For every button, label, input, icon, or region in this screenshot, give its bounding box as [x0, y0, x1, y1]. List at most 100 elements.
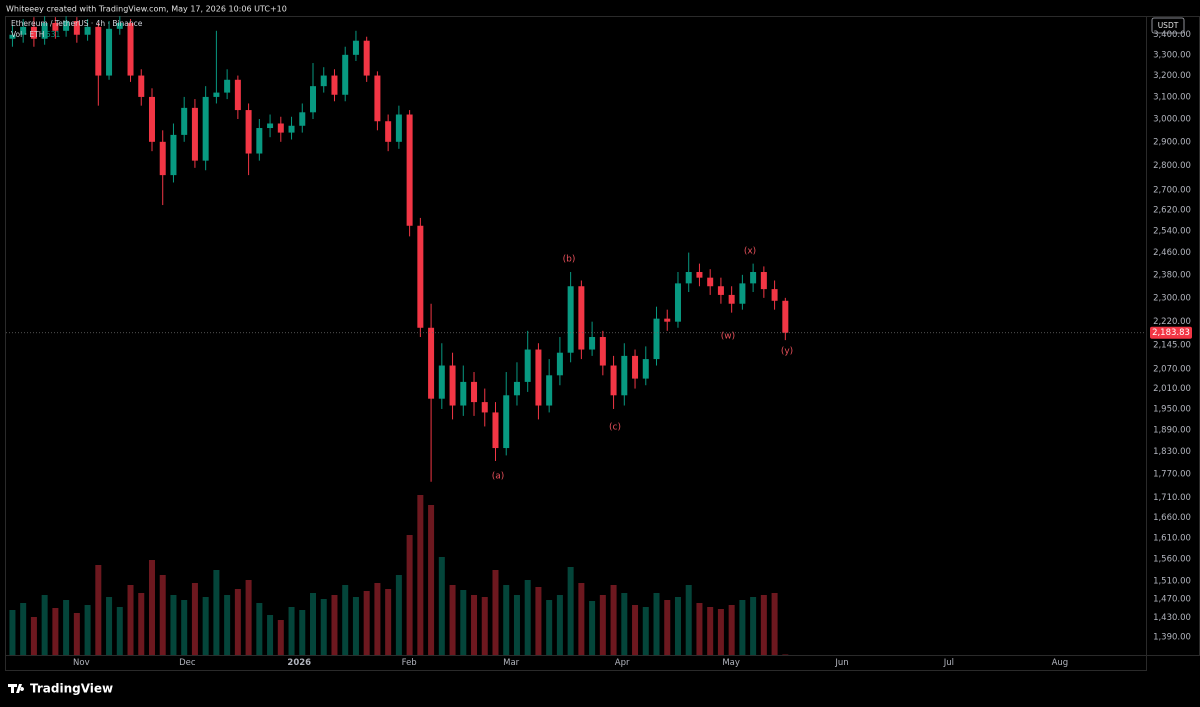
y-tick-label: 2,900.00 [1153, 137, 1191, 147]
volume-bar [696, 603, 703, 655]
y-tick-label: 1,430.00 [1153, 613, 1191, 623]
volume-bar [256, 603, 263, 655]
candle-body [492, 412, 499, 449]
candle-body [170, 134, 177, 176]
y-tick-label: 2,620.00 [1153, 206, 1191, 216]
candle-body [95, 26, 102, 76]
volume-bar [299, 610, 306, 655]
volume-bar [95, 565, 102, 655]
x-tick-label: Dec [179, 658, 196, 668]
candle-body [621, 355, 628, 396]
candle-body [417, 225, 424, 328]
volume-bar [342, 585, 349, 655]
volume-bar [460, 590, 467, 655]
volume-bar [707, 607, 714, 655]
x-tick-label: Mar [503, 658, 520, 668]
candle-body [524, 349, 531, 382]
candle-body [428, 327, 435, 399]
volume-bar [127, 585, 134, 655]
volume-bar [556, 595, 563, 655]
volume-bar [685, 585, 692, 655]
y-tick-label: 1,950.00 [1153, 404, 1191, 414]
volume-bar [438, 557, 445, 655]
y-tick-label: 2,540.00 [1153, 227, 1191, 237]
volume-bar [374, 583, 381, 655]
candle-body [707, 277, 714, 287]
y-tick-label: 3,000.00 [1153, 114, 1191, 124]
volume-bar [599, 595, 606, 655]
candle-body [771, 289, 778, 301]
footer-brand: TradingView [30, 682, 113, 696]
volume-bar [73, 613, 80, 655]
y-tick-label: 3,100.00 [1153, 92, 1191, 102]
symbol-legend: Ethereum / TetherUS · 4h · Binance [11, 19, 143, 28]
volume-bar [320, 599, 327, 655]
x-tick-label: Aug [1052, 658, 1069, 668]
plot: (a) (b) (c) (w) (x) (y) [6, 16, 1146, 655]
candle-body [471, 381, 478, 403]
volume-bar [310, 593, 317, 655]
volume-bar [481, 597, 488, 655]
y-tick-label: 1,510.00 [1153, 577, 1191, 587]
volume-bar [20, 603, 27, 655]
volume-bar [41, 595, 48, 655]
x-tick-label: Nov [73, 658, 90, 668]
candle-body [234, 79, 241, 111]
logo-mark [8, 684, 25, 693]
volume-bar [642, 607, 649, 655]
volume-bar [277, 620, 284, 655]
y-tick-label: 2,300.00 [1153, 293, 1191, 303]
volume-bar [417, 495, 424, 655]
wave-label: (w) [721, 332, 735, 342]
volume-bar [245, 580, 252, 655]
candle-body [159, 141, 166, 176]
volume-bar [52, 608, 59, 655]
candle-body [610, 365, 617, 396]
candle-body [513, 381, 520, 396]
volume-bar [288, 607, 295, 655]
candle-body [342, 54, 349, 95]
candle-body [739, 283, 746, 304]
candle-body [299, 112, 306, 126]
volume-bar [159, 575, 166, 655]
volume-bar [191, 583, 198, 655]
y-tick-label: 2,380.00 [1153, 270, 1191, 280]
candle-body [52, 22, 59, 31]
volume-bar [610, 585, 617, 655]
candle-body [106, 28, 113, 76]
candle-body [567, 286, 574, 353]
candle-body [642, 359, 649, 379]
volume-bar [674, 597, 681, 655]
volume-bar [30, 617, 37, 655]
candle-body [556, 352, 563, 376]
volume-bar [84, 605, 91, 655]
currency-button[interactable] [1151, 17, 1185, 34]
volume-bar [213, 570, 220, 655]
candle-body [385, 121, 392, 142]
candle-body [363, 40, 370, 76]
candle-body [288, 125, 295, 133]
candle-body [41, 22, 48, 39]
volume-bar [513, 595, 520, 655]
candle-body [599, 337, 606, 366]
candle-body [578, 286, 585, 350]
candle-body [310, 86, 317, 113]
x-tick-label: Apr [615, 658, 630, 668]
volume-bar [492, 570, 499, 655]
candle-body [503, 395, 510, 449]
x-tick-label: Jun [834, 658, 848, 668]
candle-body [224, 79, 231, 93]
volume-bar [471, 595, 478, 655]
currency-label[interactable]: USDT [1158, 21, 1179, 30]
y-tick-label: 1,470.00 [1153, 595, 1191, 605]
candle-body [782, 300, 789, 333]
candle-body [202, 96, 209, 161]
y-tick-label: 1,770.00 [1153, 470, 1191, 480]
volume-bar [664, 600, 671, 655]
x-tick-label: May [722, 658, 740, 668]
y-tick-label: 2,010.00 [1153, 384, 1191, 394]
candle-body [9, 34, 16, 39]
volume-bar [524, 580, 531, 655]
candle-body [535, 349, 542, 406]
volume-bar [728, 605, 735, 655]
